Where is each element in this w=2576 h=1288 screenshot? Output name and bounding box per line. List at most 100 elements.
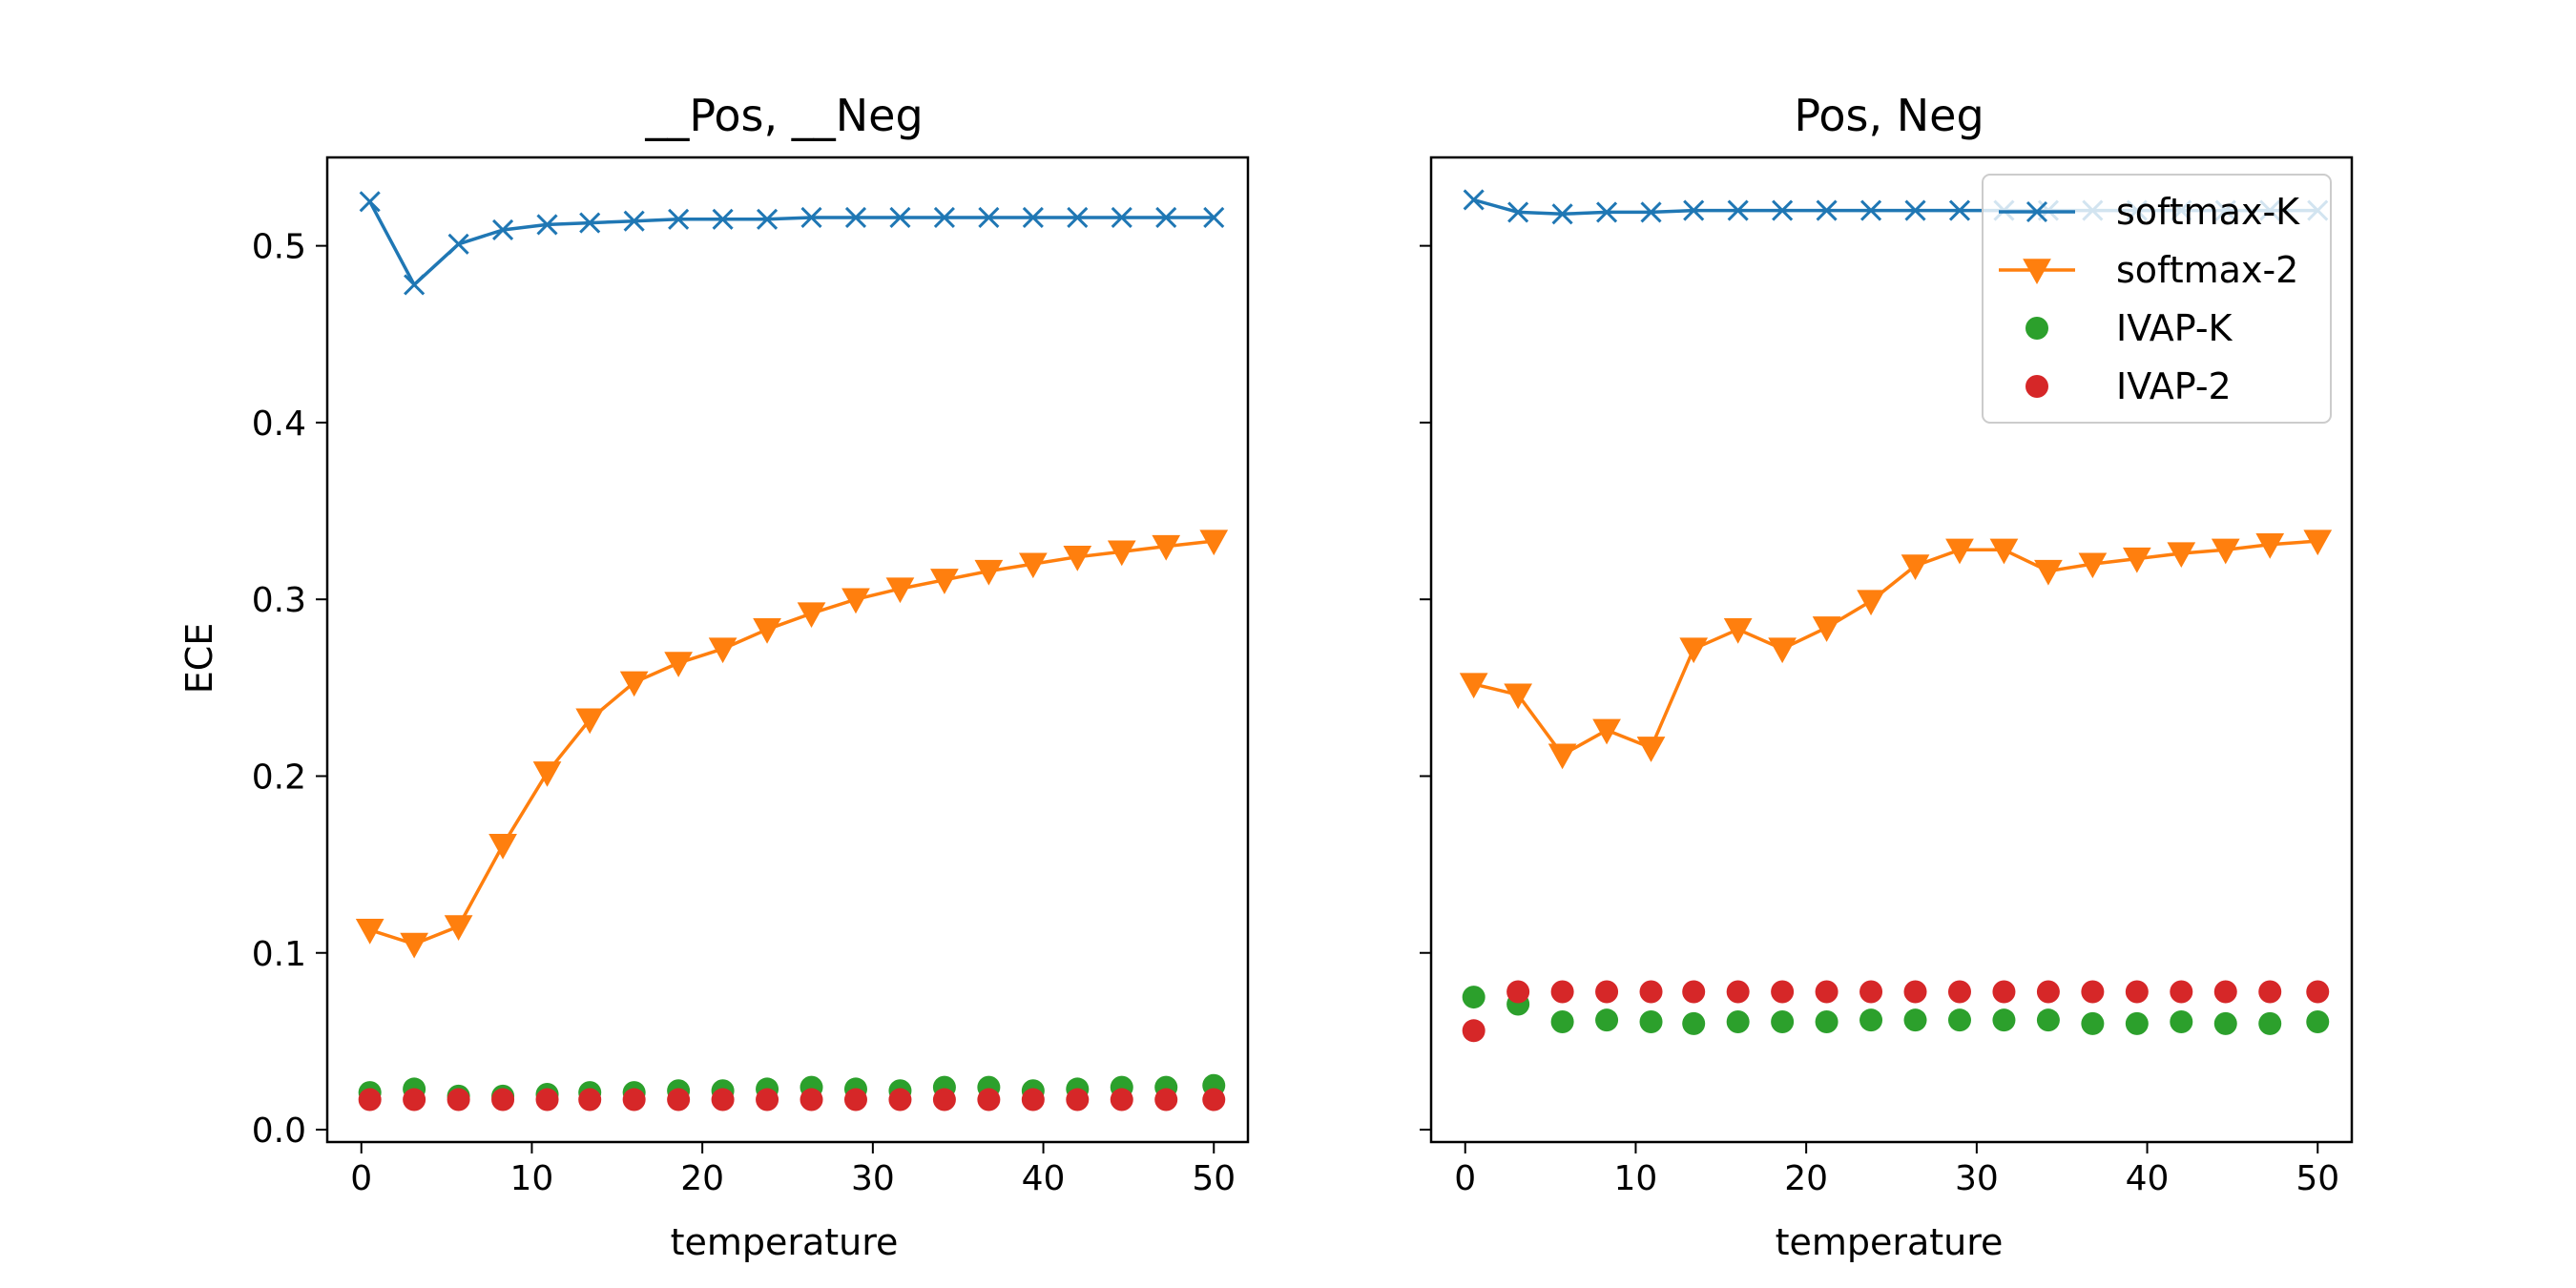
data-point xyxy=(1683,199,1705,221)
data-point xyxy=(1504,683,1532,710)
data-point xyxy=(1859,1008,1883,1032)
data-point xyxy=(1945,538,1974,565)
data-point xyxy=(974,559,1004,586)
data-point xyxy=(1723,617,1753,644)
data-point xyxy=(622,1088,646,1111)
data-point xyxy=(1463,189,1485,211)
legend-label: softmax-2 xyxy=(2116,249,2298,291)
data-point xyxy=(1904,199,1926,221)
data-point xyxy=(1771,1010,1795,1034)
data-point xyxy=(619,671,649,697)
legend-label: IVAP-K xyxy=(2116,307,2233,349)
y-tick-label: 0.0 xyxy=(252,1111,306,1151)
data-point xyxy=(2306,980,2330,1004)
data-point xyxy=(1903,1008,1927,1032)
data-point xyxy=(2167,542,2196,569)
data-point xyxy=(1592,718,1621,745)
data-point xyxy=(2036,1008,2060,1032)
data-point xyxy=(404,274,426,296)
data-point xyxy=(1107,540,1136,567)
data-point xyxy=(930,569,959,594)
data-point xyxy=(358,1088,382,1111)
data-point xyxy=(1154,1088,1178,1111)
data-point xyxy=(1726,980,1750,1004)
data-point xyxy=(444,915,473,941)
series-IVAP-K xyxy=(1462,986,2330,1035)
x-tick-label: 50 xyxy=(2296,1159,2339,1198)
data-point xyxy=(1595,980,1619,1004)
data-point xyxy=(800,206,822,229)
data-point xyxy=(888,1088,912,1111)
series-softmax-2 xyxy=(355,530,1229,959)
left-panel: __Pos, __Neg temperature ECE 0 10 20 30 40 50… xyxy=(178,90,1250,1263)
data-point xyxy=(756,1088,779,1111)
legend: softmax-K softmax-2 IVAP-K IVAP-2 xyxy=(1982,174,2332,424)
series-softmax-K xyxy=(359,191,1225,296)
x-tick-label: 0 xyxy=(1454,1159,1476,1198)
legend-label: IVAP-2 xyxy=(2116,365,2232,407)
legend-item: IVAP-K xyxy=(2025,307,2233,349)
data-point xyxy=(488,834,517,860)
legend-marker xyxy=(2025,375,2048,398)
data-point xyxy=(1859,199,1882,221)
data-point xyxy=(355,918,384,945)
data-point xyxy=(1857,590,1885,616)
data-point xyxy=(1202,1088,1226,1111)
data-point xyxy=(1992,980,2016,1004)
data-point xyxy=(1636,737,1666,762)
data-point xyxy=(536,214,558,236)
data-point xyxy=(708,637,737,664)
data-point xyxy=(1859,980,1883,1004)
data-point xyxy=(933,206,955,229)
data-point xyxy=(712,208,734,230)
x-tick-label: 20 xyxy=(1784,1159,1828,1198)
data-point xyxy=(2211,538,2240,565)
data-point xyxy=(1155,206,1177,229)
data-point xyxy=(1066,1088,1090,1111)
data-point xyxy=(668,208,690,230)
data-point xyxy=(1110,1088,1133,1111)
data-point xyxy=(756,208,779,230)
data-point xyxy=(447,1088,470,1111)
data-point xyxy=(400,932,428,959)
y-tick-label: 0.3 xyxy=(252,581,306,620)
x-tick-label: 40 xyxy=(1022,1159,1066,1198)
data-point xyxy=(1595,1008,1619,1032)
data-point xyxy=(800,1088,823,1111)
data-point xyxy=(1682,980,1706,1004)
data-point xyxy=(403,1088,426,1111)
data-point xyxy=(843,1088,867,1111)
left-panel-x-axis-label: temperature xyxy=(671,1221,899,1263)
data-point xyxy=(2081,980,2105,1004)
data-point xyxy=(889,206,911,229)
data-point xyxy=(2078,552,2108,579)
data-point xyxy=(977,1088,1001,1111)
data-point xyxy=(844,206,867,229)
data-point xyxy=(447,233,469,255)
data-point xyxy=(1551,203,1573,225)
left-panel-frame xyxy=(325,156,1250,1144)
data-point xyxy=(1063,546,1092,571)
data-point xyxy=(978,206,1000,229)
series-line xyxy=(368,200,1215,287)
data-point xyxy=(1639,980,1663,1004)
right-panel-frame xyxy=(1429,156,2354,1144)
data-point xyxy=(1506,980,1530,1004)
data-point xyxy=(1459,673,1488,699)
series-IVAP-2 xyxy=(1462,980,2330,1043)
data-point xyxy=(359,191,381,213)
data-point xyxy=(623,210,645,232)
data-point xyxy=(1018,552,1048,579)
x-tick-label: 40 xyxy=(2126,1159,2170,1198)
data-point xyxy=(1507,201,1529,223)
y-tick-label: 0.4 xyxy=(252,405,306,444)
data-point xyxy=(2122,547,2151,573)
x-tick-label: 10 xyxy=(510,1159,554,1198)
data-point xyxy=(1815,1010,1839,1034)
data-point xyxy=(1462,1019,1485,1043)
data-point xyxy=(711,1088,735,1111)
data-point xyxy=(1771,980,1795,1004)
data-point xyxy=(1726,1010,1750,1034)
legend-item: IVAP-2 xyxy=(2025,365,2232,407)
